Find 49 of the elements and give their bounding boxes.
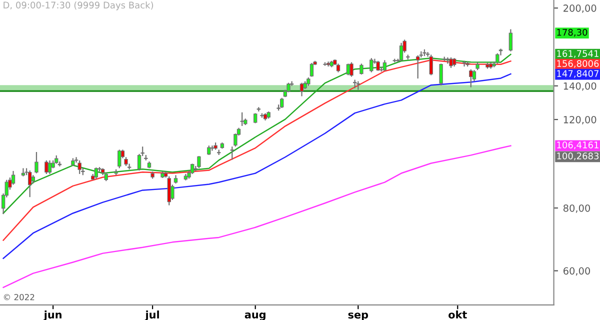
candlestick <box>350 62 354 78</box>
candlestick <box>44 160 48 175</box>
candlestick <box>496 52 500 64</box>
candlestick <box>21 168 26 177</box>
y-tick-label: 80,00 <box>563 204 590 213</box>
y-tick-label: 140,00 <box>564 82 596 91</box>
candlestick <box>197 155 201 169</box>
candlestick <box>207 145 211 156</box>
candlestick <box>94 166 98 180</box>
candlestick <box>230 146 234 160</box>
y-tick-label: 60,00 <box>564 267 590 276</box>
line-series <box>2 59 512 241</box>
y-tick-label: 120,00 <box>564 116 596 124</box>
text: 106,4161 <box>557 142 598 150</box>
annotation: © 2022 <box>4 294 34 300</box>
candlestick <box>240 112 244 127</box>
candlestick <box>34 151 38 174</box>
candlestick <box>399 42 404 62</box>
text: 100,2683 <box>557 152 599 160</box>
candlestick <box>11 170 16 186</box>
candlestick <box>370 58 374 73</box>
candlestick <box>429 54 433 76</box>
candlestick <box>469 68 473 88</box>
text: 161,7541 <box>557 50 598 58</box>
x-tick-label: okt <box>448 310 467 319</box>
candlestick <box>449 56 453 68</box>
candlestick <box>286 82 290 93</box>
candlestick <box>462 60 466 68</box>
candlestick <box>118 149 122 169</box>
candlestick <box>508 28 513 52</box>
line-series <box>2 73 512 260</box>
candlestick <box>28 170 32 198</box>
text: 156,8006 <box>557 60 599 68</box>
y-tick-label: 200,00 <box>564 4 596 13</box>
candlestick <box>439 63 443 86</box>
candlestick <box>416 54 420 80</box>
text: 147,8407 <box>557 70 599 78</box>
chart-title: D, 09:00-17:30 (9999 Days Back) <box>4 2 154 10</box>
candlestick <box>74 156 78 164</box>
candlestick <box>376 60 380 72</box>
candlestick <box>360 63 364 76</box>
line-series <box>2 145 512 288</box>
candlestick <box>190 163 194 175</box>
candlestick <box>48 160 52 175</box>
candlestick <box>382 60 387 72</box>
candlestick <box>280 97 284 109</box>
text: 178,30 <box>557 28 588 37</box>
candlestick <box>78 160 82 175</box>
candlestick <box>310 62 314 78</box>
